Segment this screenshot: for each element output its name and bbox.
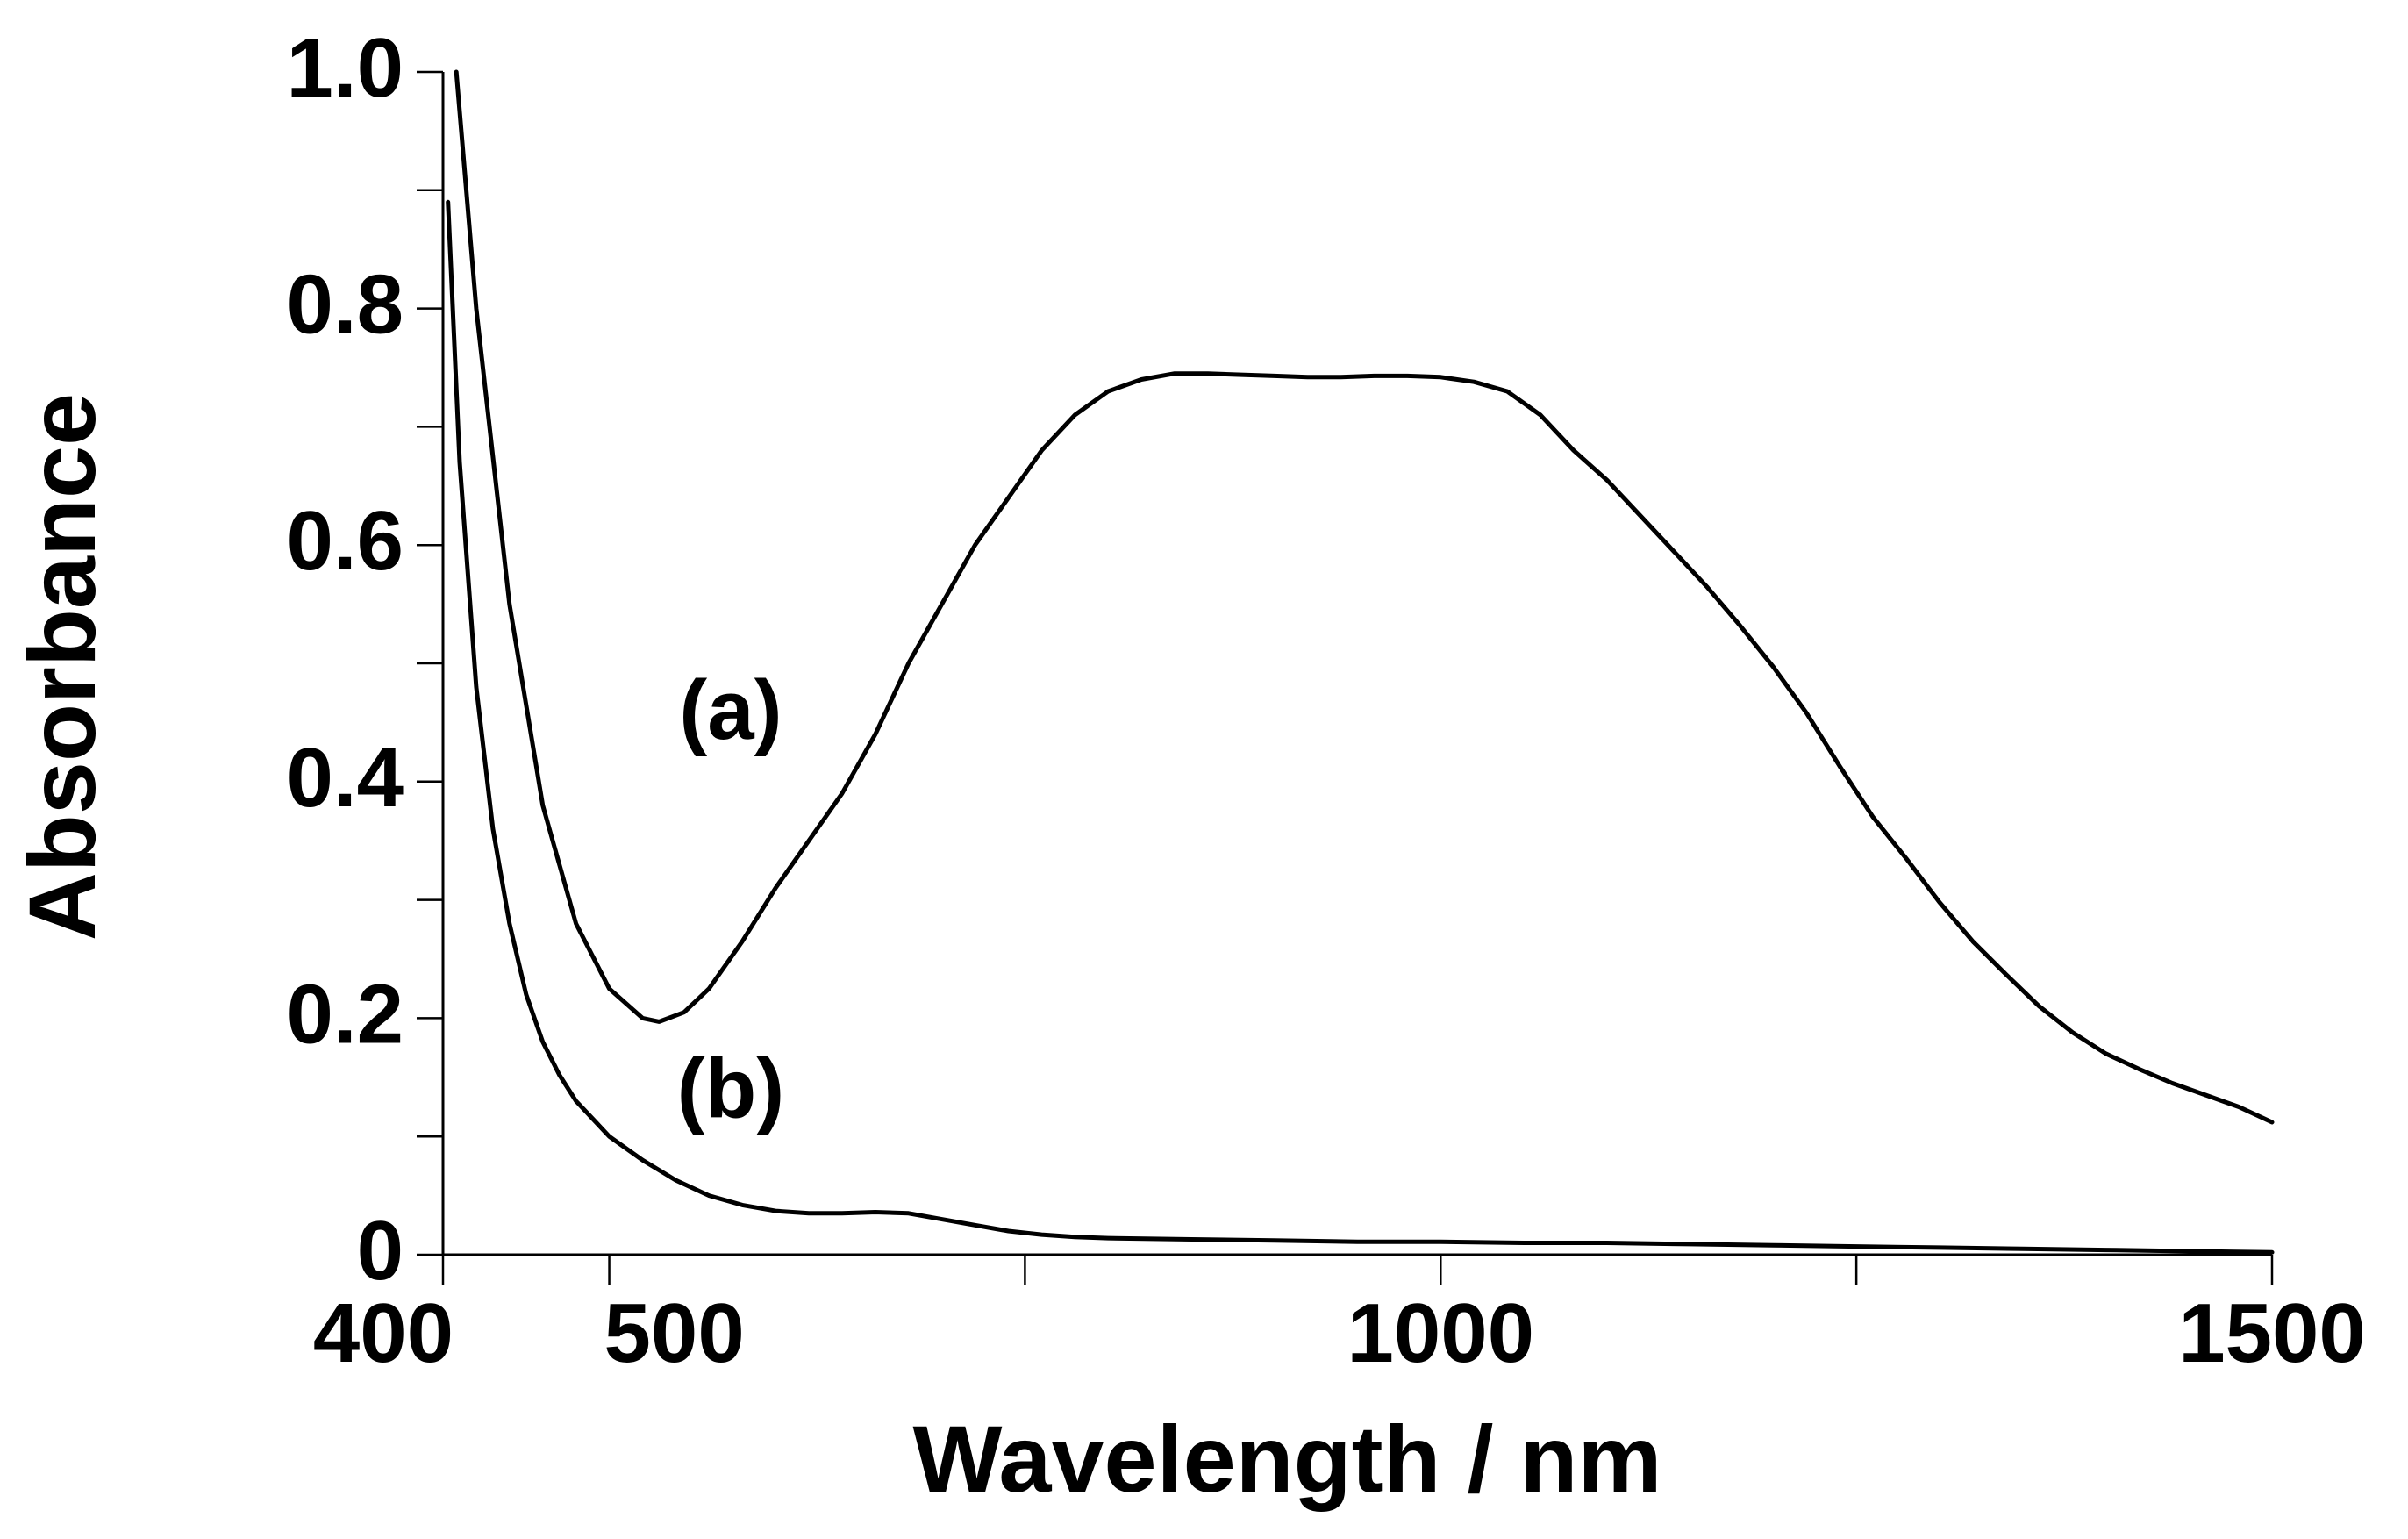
series-layer — [446, 69, 2275, 1255]
y-tick-label: 0.6 — [287, 494, 404, 588]
series-label-b: (b) — [677, 1042, 785, 1135]
series-line-b — [446, 199, 2275, 1255]
x-tick-label: 500 — [604, 1286, 745, 1380]
y-tick-label: 0.4 — [287, 731, 404, 825]
x-tick-label: 1500 — [2178, 1286, 2366, 1380]
curve-labels: (a) (b) — [677, 663, 785, 1135]
tick-labels: 0 0.2 0.4 0.6 0.8 1.0 400 500 1000 1500 — [287, 21, 2366, 1380]
x-tick-label: 1000 — [1347, 1286, 1534, 1380]
ticks — [417, 70, 2274, 1285]
y-tick-label: 0.2 — [287, 967, 404, 1061]
x-tick-label: 400 — [313, 1286, 454, 1380]
series-label-a: (a) — [679, 663, 782, 757]
x-axis-title: Wavelength / nm — [912, 1406, 1661, 1512]
y-tick-label: 0.8 — [287, 258, 404, 352]
series-line-a — [454, 69, 2275, 1125]
y-axis-title: Absorbance — [9, 393, 115, 941]
y-tick-label: 1.0 — [287, 21, 404, 115]
y-tick-label: 0 — [357, 1204, 404, 1298]
